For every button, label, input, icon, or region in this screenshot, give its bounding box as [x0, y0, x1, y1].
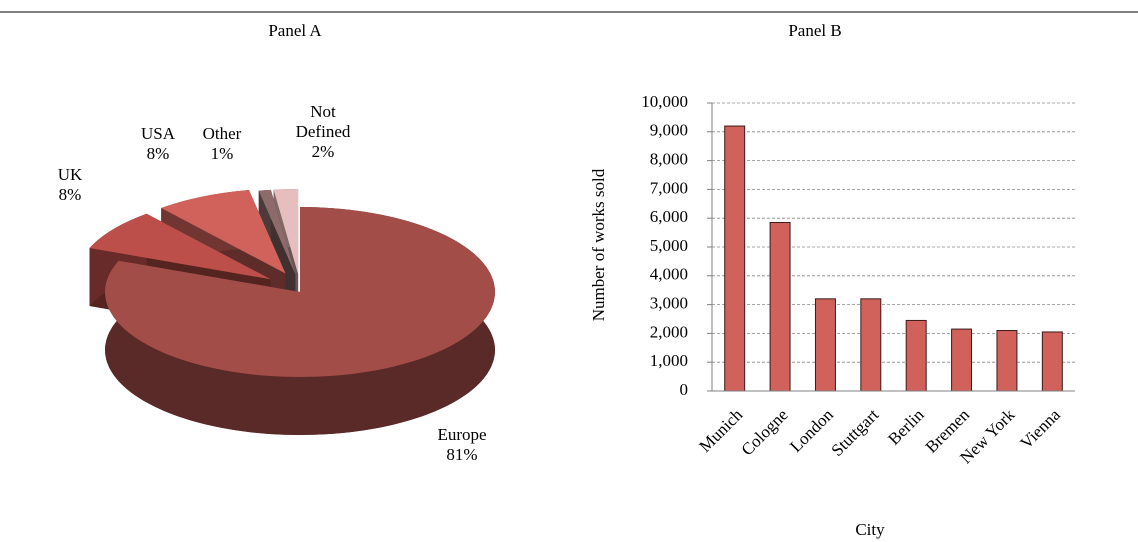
slice-label: Europe 81% — [427, 425, 497, 465]
panel-title: Panel B — [788, 21, 841, 40]
bar — [814, 298, 836, 392]
slice-label: Not Defined 2% — [288, 102, 358, 162]
bar — [769, 222, 791, 392]
y-tick-label: 3,000 — [650, 294, 688, 313]
slice-value: 81% — [446, 445, 478, 464]
panel-title: Panel A — [268, 21, 322, 40]
x-tick-label: Cologne — [737, 405, 791, 459]
bar — [996, 330, 1018, 392]
slice-value: 8% — [146, 144, 170, 163]
y-tick-label: 4,000 — [650, 265, 688, 284]
x-axis-label: City — [855, 520, 885, 539]
y-tick-label: 7,000 — [650, 178, 688, 197]
y-tick-label: 9,000 — [650, 121, 688, 140]
y-axis-label: Number of works sold — [589, 168, 608, 321]
y-tick-label: 6,000 — [650, 207, 688, 226]
y-tick-label: 8,000 — [650, 150, 688, 169]
y-tick-label: 5,000 — [650, 236, 688, 255]
slice-category: Other — [202, 124, 242, 143]
bar — [951, 328, 973, 392]
slice-label: USA 8% — [123, 124, 193, 164]
slice-category: Europe — [437, 425, 487, 444]
slice-value: 8% — [58, 185, 82, 204]
slice-label: UK 8% — [35, 165, 105, 205]
slice-value: 2% — [311, 142, 335, 161]
slice-category: Not Defined — [295, 102, 351, 141]
bar — [1041, 331, 1063, 392]
pie-slice — [258, 189, 296, 275]
y-tick-label: 10,000 — [641, 92, 688, 111]
pie-slice — [273, 189, 299, 275]
slice-value: 1% — [210, 144, 234, 163]
pie-slice — [104, 207, 496, 377]
y-tick-label: 1,000 — [650, 351, 688, 370]
bar — [860, 298, 882, 392]
pie-slice — [89, 213, 271, 280]
slice-category: UK — [57, 165, 83, 184]
pie-slice — [161, 190, 286, 274]
x-tick-label: Stuttgart — [828, 405, 883, 460]
y-tick-label: 2,000 — [650, 322, 688, 341]
bar — [724, 125, 746, 392]
slice-category: USA — [140, 124, 175, 143]
slice-label: Other 1% — [187, 124, 257, 164]
bar — [905, 319, 927, 392]
x-tick-label: Vienna — [1016, 405, 1064, 453]
y-tick-label: 0 — [680, 380, 689, 399]
